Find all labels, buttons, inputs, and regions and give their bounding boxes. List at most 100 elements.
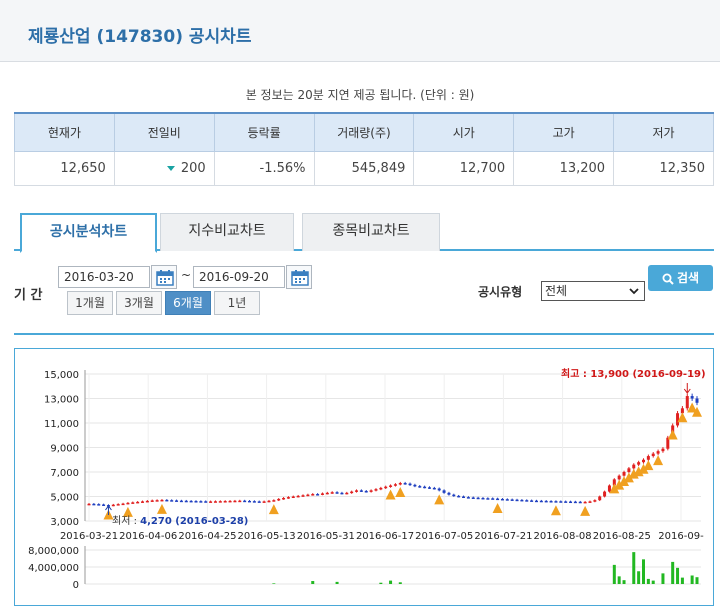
- period-3month-button[interactable]: 3개월: [116, 291, 162, 315]
- tab-stock-compare[interactable]: 종목비교차트: [302, 213, 440, 251]
- candle-body: [573, 501, 577, 504]
- low-annotation: 최저 : 4,270 (2016-03-28): [112, 515, 248, 527]
- price-tick-label: 5,000: [50, 493, 79, 504]
- start-date-input[interactable]: [58, 266, 150, 288]
- chart-annotations: 최고 : 13,900 (2016-09-19) 최저 : 4,270 (201…: [112, 367, 706, 527]
- candle-body: [389, 485, 393, 487]
- candle-body: [131, 502, 135, 504]
- candle-body: [676, 413, 680, 426]
- candle-body: [685, 396, 689, 409]
- candle-body: [554, 501, 558, 503]
- candle-body: [179, 500, 183, 503]
- end-calendar-button[interactable]: [286, 265, 312, 289]
- disclosure-marker: [434, 494, 445, 505]
- candle-body: [632, 464, 636, 469]
- candle-body: [612, 479, 616, 486]
- candle-body: [641, 459, 645, 463]
- volume-bar: [379, 582, 383, 584]
- candle-body: [603, 491, 607, 497]
- candle-body: [452, 494, 456, 497]
- candlestick-chart: 15,000 13,000 11,000 9,000 7,000 5,000 3,000 20…: [28, 367, 706, 591]
- candle-body: [199, 501, 203, 503]
- price-tick-label: 9,000: [50, 444, 79, 455]
- candle-body: [476, 497, 480, 500]
- candle-body: [369, 490, 373, 492]
- period-1month-button[interactable]: 1개월: [67, 291, 113, 315]
- header-change: 전일비: [113, 112, 215, 152]
- disclosure-marker: [609, 483, 620, 494]
- date-tick-label: 2016-06-17: [356, 531, 414, 542]
- period-1year-button[interactable]: 1년: [214, 291, 260, 315]
- candle-body: [111, 504, 115, 507]
- disclosure-marker: [268, 504, 279, 515]
- candle-body: [160, 499, 164, 502]
- end-date-input[interactable]: [193, 266, 285, 288]
- quote-table: 현재가 전일비 등락률 거래량(주) 시가 고가 저가 12,650 200 -…: [14, 112, 714, 186]
- candle-body: [325, 492, 329, 495]
- disclosure-marker: [614, 479, 625, 490]
- candle-body: [593, 500, 597, 502]
- date-separator: ~: [181, 268, 192, 282]
- period-6month-button[interactable]: 6개월: [165, 291, 211, 315]
- candle-body: [447, 492, 451, 495]
- volume-tick-label: 8,000,000: [28, 546, 79, 557]
- candle-body: [228, 500, 232, 503]
- disclosure-markers: [103, 383, 702, 520]
- disclosure-marker: [638, 463, 649, 474]
- candle-body: [666, 437, 670, 449]
- candle-body: [481, 497, 485, 500]
- candle-body: [121, 503, 125, 506]
- delay-notice: 본 정보는 20분 지연 제공 됩니다. (단위 : 원): [245, 88, 475, 102]
- candle-body: [218, 501, 222, 503]
- disclosure-type-value: 전체: [545, 284, 568, 298]
- candle-body: [364, 490, 368, 493]
- candle-body: [248, 500, 252, 503]
- candle-body: [145, 500, 149, 503]
- candle-body: [661, 448, 665, 452]
- candle-body: [316, 494, 320, 496]
- start-calendar-button[interactable]: [151, 265, 177, 289]
- candle-body: [213, 501, 217, 503]
- tab-disclosure-chart[interactable]: 공시분석차트: [20, 213, 157, 253]
- candle-body: [209, 501, 213, 503]
- date-tick-label: 2016-04-06: [119, 531, 177, 542]
- disclosure-marker: [385, 489, 396, 500]
- candle-body: [189, 500, 193, 503]
- candle-body: [637, 462, 641, 465]
- candle-body: [184, 500, 188, 503]
- header-low: 저가: [613, 112, 714, 152]
- high-annotation: 최고 : 13,900 (2016-09-19): [561, 367, 706, 380]
- candle-body: [170, 500, 174, 502]
- volume-bar: [646, 578, 650, 584]
- tab-index-compare[interactable]: 지수비교차트: [160, 213, 294, 251]
- candle-body: [252, 501, 256, 503]
- header-volume: 거래량(주): [313, 112, 415, 152]
- candle-body: [617, 475, 621, 480]
- volume-bar: [622, 580, 626, 584]
- candle-body: [335, 492, 339, 494]
- chart-tabs: 공시분석차트 지수비교차트 종목비교차트: [14, 213, 714, 253]
- candle-body: [301, 495, 305, 497]
- candle-body: [471, 497, 475, 499]
- candle-body: [340, 492, 344, 495]
- candle-body: [578, 501, 582, 504]
- disclosure-marker: [653, 455, 664, 466]
- candle-body: [491, 498, 495, 500]
- candle-body: [194, 501, 198, 503]
- candle-body: [539, 500, 543, 503]
- candle-body: [116, 504, 120, 506]
- volume-bar: [632, 552, 636, 584]
- price-tick-label: 15,000: [44, 370, 79, 381]
- candle-body: [384, 486, 388, 489]
- candle-body: [418, 486, 422, 488]
- calendar-icon: [156, 270, 174, 286]
- candle-body: [262, 501, 266, 503]
- period-label: 기 간: [14, 288, 43, 303]
- candle-body: [204, 501, 208, 503]
- candle-body: [150, 500, 154, 502]
- search-button[interactable]: 검색: [648, 265, 713, 291]
- disclosure-type-select[interactable]: 전체: [541, 281, 645, 301]
- candle-body: [583, 501, 587, 504]
- disclosure-marker: [619, 476, 630, 486]
- candle-body: [175, 500, 179, 502]
